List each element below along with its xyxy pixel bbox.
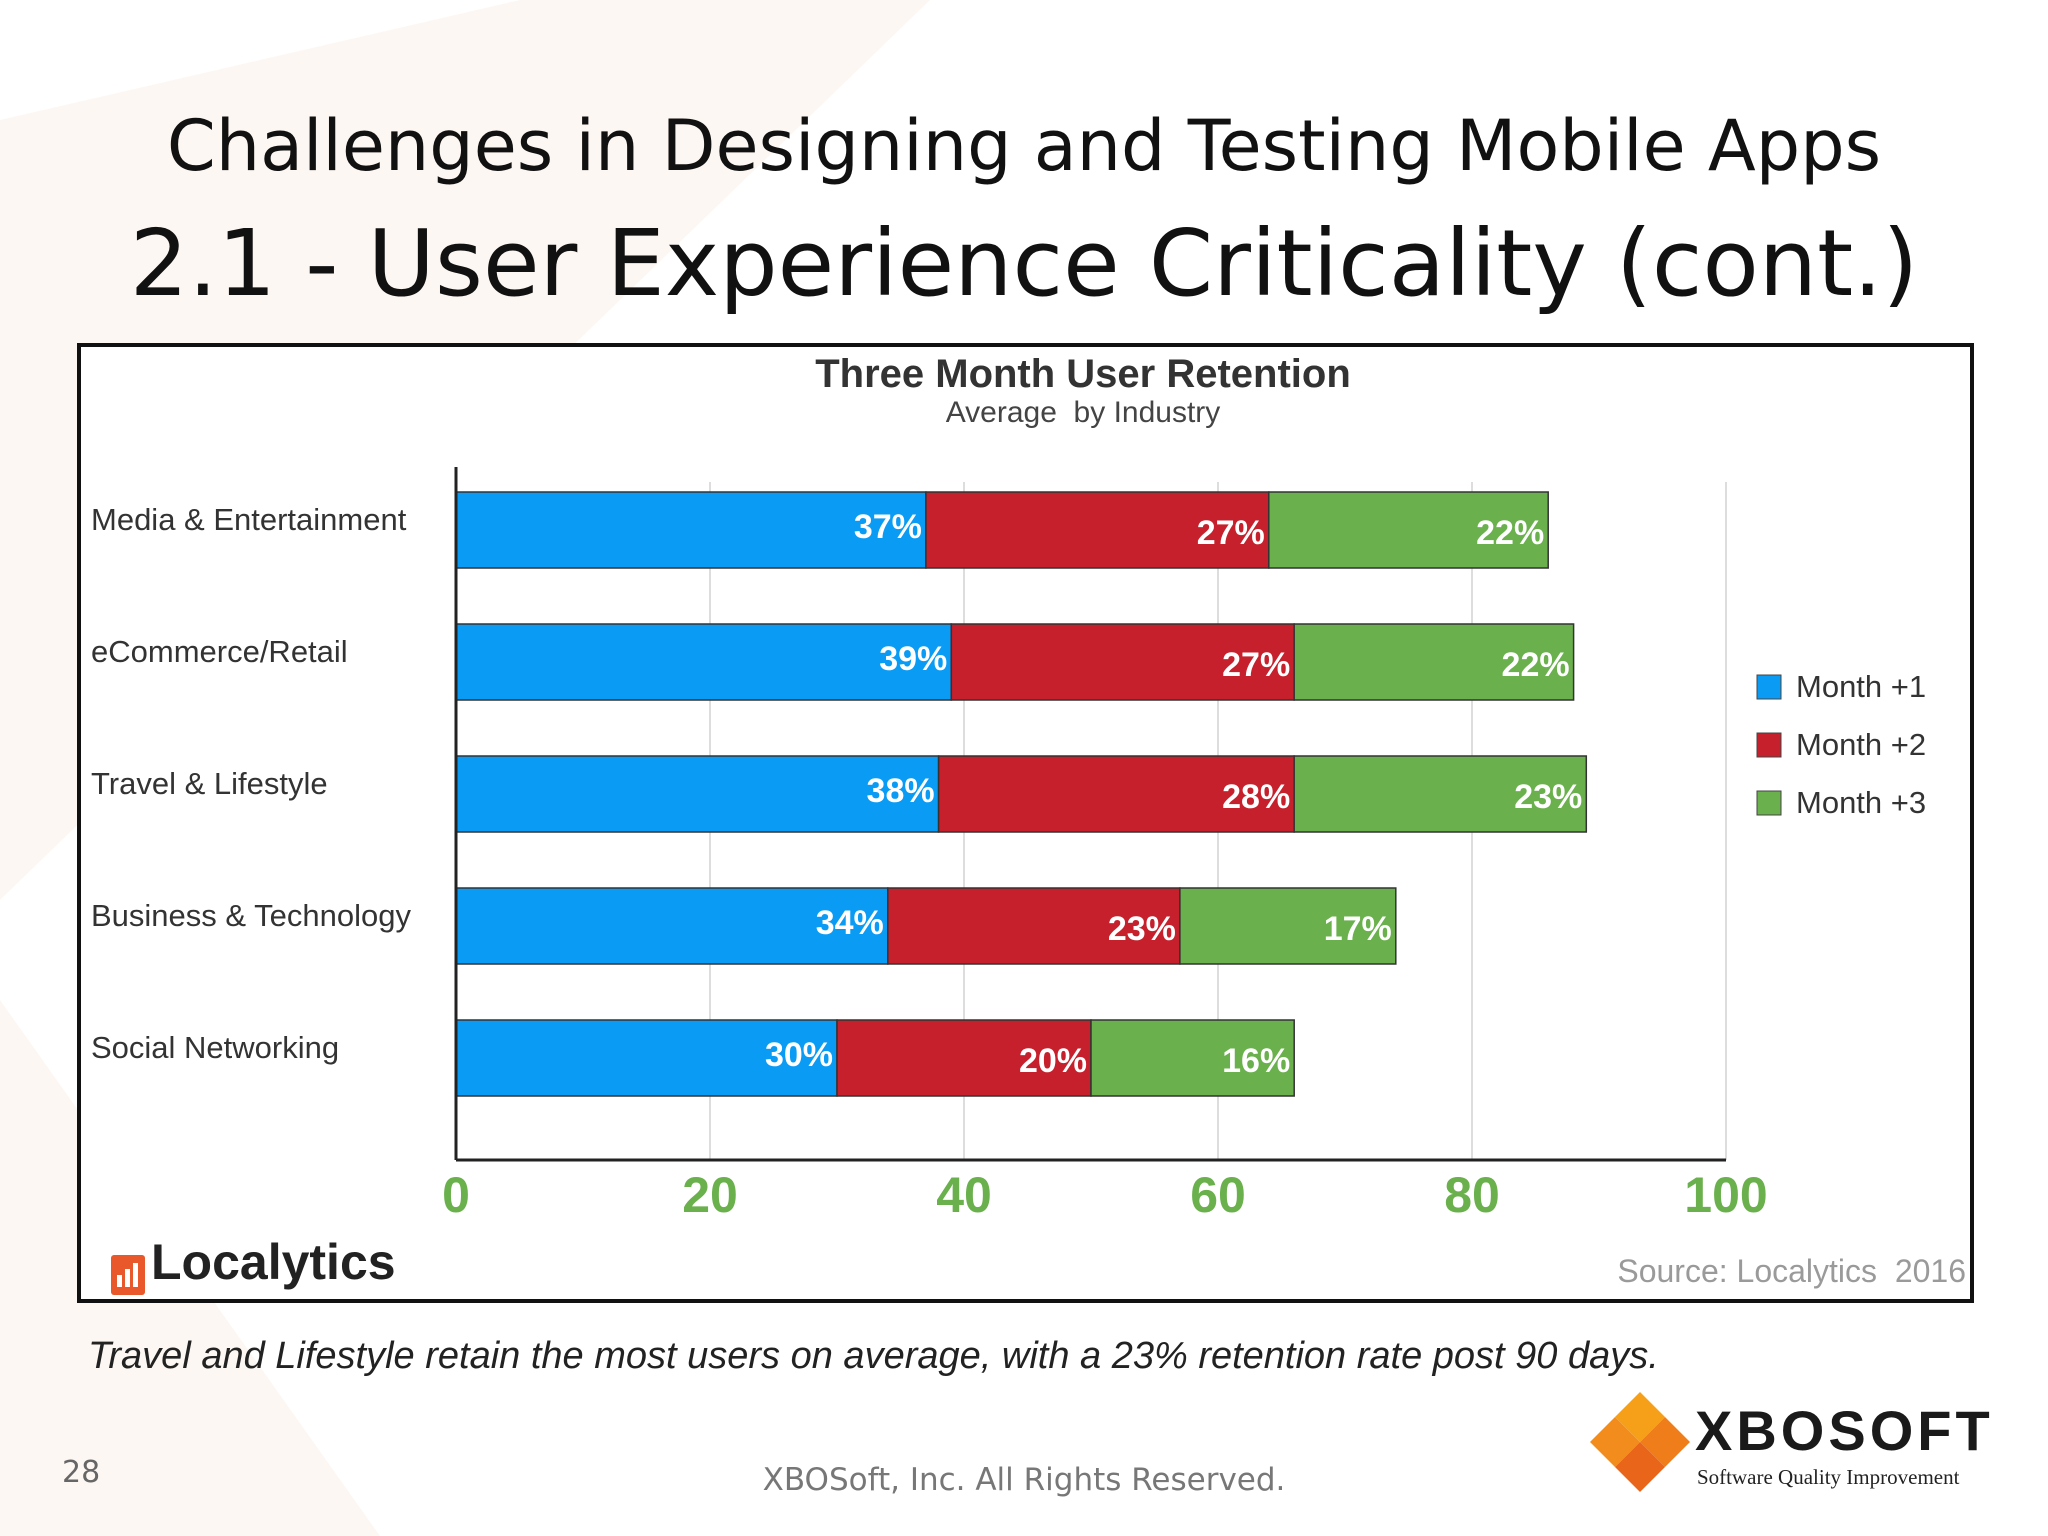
legend: Month +1 Month +2 Month +3 [1756, 669, 1926, 820]
x-tick-label: 40 [936, 1167, 992, 1223]
data-label: 16% [1222, 1042, 1290, 1080]
chart-caption: Travel and Lifestyle retain the most use… [88, 1335, 1659, 1377]
bar-segment [1090, 1019, 1295, 1097]
bar-segment [455, 887, 889, 965]
data-label: 27% [1197, 514, 1265, 552]
legend-swatch [1756, 790, 1782, 816]
x-axis: 0 20 40 60 80 100 [442, 467, 1768, 1223]
data-label: 37% [854, 508, 922, 546]
x-tick-label: 0 [442, 1167, 470, 1223]
data-label: 28% [1222, 778, 1290, 816]
data-label: 23% [1514, 778, 1582, 816]
bar-segment [836, 1019, 1092, 1097]
data-label: 38% [867, 772, 935, 810]
bar-segment [455, 623, 953, 701]
data-label: 17% [1324, 910, 1392, 948]
page-number: 28 [62, 1455, 101, 1490]
bar-segment [887, 887, 1181, 965]
bar-segment [1293, 755, 1588, 833]
bar-segment [455, 755, 940, 833]
chart-source: Source: Localytics 2016 [1617, 1253, 1966, 1289]
x-tick-label: 100 [1684, 1167, 1767, 1223]
chart-subtitle: Average by Industry [946, 396, 1221, 429]
legend-label: Month +1 [1796, 669, 1926, 704]
category-label: eCommerce/Retail [91, 634, 348, 669]
data-label: 22% [1476, 514, 1544, 552]
category-label: Social Networking [91, 1030, 339, 1065]
slide-subtitle: 2.1 - User Experience Criticality (cont.… [129, 210, 1919, 317]
x-tick-label: 60 [1190, 1167, 1246, 1223]
bar-segment [1293, 623, 1575, 701]
localytics-logo-text: Localytics [151, 1234, 396, 1290]
slide-title: Challenges in Designing and Testing Mobi… [166, 105, 1882, 187]
chart-frame: Three Month User Retention Average by In… [77, 343, 1974, 1303]
category-label: Business & Technology [91, 898, 411, 933]
data-label: 39% [879, 640, 947, 678]
bars: 37% 27% 22% 39% 27% 22% 38% 28% 23% 34% 23% 17% 30% 2… [455, 491, 1588, 1097]
bar-segment [937, 755, 1295, 833]
category-label: Media & Entertainment [91, 502, 407, 537]
bar-segment [1268, 491, 1549, 569]
chart-title: Three Month User Retention [815, 352, 1351, 396]
data-label: 20% [1019, 1042, 1087, 1080]
copyright-footer: XBOSoft, Inc. All Rights Reserved. [762, 1462, 1286, 1498]
legend-swatch [1756, 732, 1782, 758]
data-label: 34% [816, 904, 884, 942]
xbosoft-diamond-icon [1590, 1392, 1690, 1492]
legend-label: Month +3 [1796, 785, 1926, 820]
category-label: Travel & Lifestyle [91, 766, 328, 801]
localytics-logo: Localytics [111, 1234, 396, 1295]
data-label: 27% [1222, 646, 1290, 684]
retention-chart: Three Month User Retention Average by In… [91, 352, 1966, 1295]
brand-tagline: Software Quality Improvement [1697, 1465, 1960, 1489]
xbosoft-logo: XBOSOFT Software Quality Improvement [1585, 1390, 2005, 1510]
bar-segment [925, 491, 1270, 569]
x-tick-label: 80 [1444, 1167, 1500, 1223]
data-label: 30% [765, 1036, 833, 1074]
legend-swatch [1756, 674, 1782, 700]
data-label: 22% [1502, 646, 1570, 684]
bar-segment [1179, 887, 1397, 965]
category-labels: Media & Entertainment eCommerce/Retail Tra… [91, 502, 411, 1065]
x-tick-label: 20 [682, 1167, 738, 1223]
data-label: 23% [1108, 910, 1176, 948]
bar-segment [455, 1019, 838, 1097]
brand-name: XBOSOFT [1695, 1399, 1994, 1462]
legend-label: Month +2 [1796, 727, 1926, 762]
bar-segment [950, 623, 1295, 701]
